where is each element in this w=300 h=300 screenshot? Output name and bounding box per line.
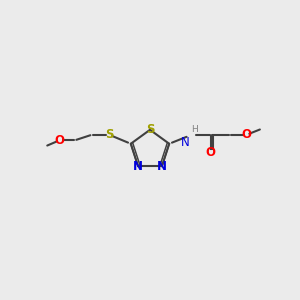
Text: S: S <box>146 123 154 136</box>
Text: O: O <box>242 128 251 141</box>
Text: O: O <box>55 134 65 147</box>
Text: O: O <box>206 146 216 159</box>
Text: H: H <box>191 125 198 134</box>
Text: N: N <box>157 160 167 173</box>
Text: S: S <box>105 128 114 141</box>
Text: N: N <box>133 160 143 173</box>
Text: N: N <box>181 136 190 149</box>
